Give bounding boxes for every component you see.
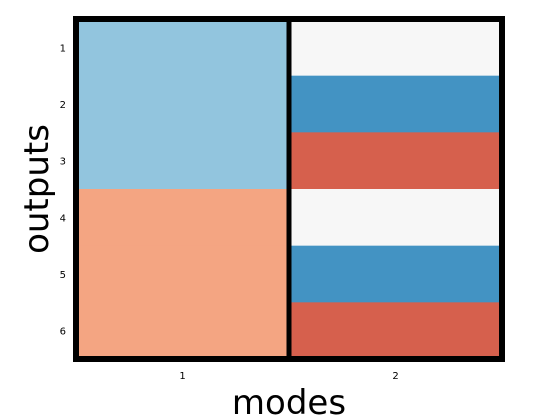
heatmap-cell-mode1-output1 xyxy=(76,19,290,77)
heatmap-cell-mode2-output2 xyxy=(289,75,503,133)
heatmap-cell-mode2-output5 xyxy=(289,245,503,303)
y-axis-label: outputs xyxy=(17,124,57,254)
heatmap-cell-mode2-output1 xyxy=(289,19,503,77)
y-tick-label: 1 xyxy=(60,43,66,54)
y-tick-label: 2 xyxy=(60,100,66,111)
y-tick-label: 4 xyxy=(60,213,66,224)
y-tick-label: 3 xyxy=(60,157,66,168)
heatmap-cell-mode1-output5 xyxy=(76,245,290,303)
heatmap-cells xyxy=(76,19,503,360)
x-tick-label: 1 xyxy=(179,371,185,382)
heatmap-cell-mode2-output3 xyxy=(289,132,503,190)
y-tick-labels: 1 2 3 4 5 6 xyxy=(60,43,66,337)
heatmap-cell-mode1-output2 xyxy=(76,75,290,133)
heatmap-cell-mode1-output6 xyxy=(76,302,290,360)
heatmap-cell-mode1-output4 xyxy=(76,189,290,247)
x-tick-label: 2 xyxy=(392,371,398,382)
plot-frame xyxy=(73,16,505,362)
heatmap-cell-mode1-output3 xyxy=(76,132,290,190)
heatmap-cell-mode2-output4 xyxy=(289,189,503,247)
x-axis-label: modes xyxy=(232,383,346,420)
heatmap-cell-mode2-output6 xyxy=(289,302,503,360)
y-tick-label: 6 xyxy=(60,327,66,338)
y-tick-label: 5 xyxy=(60,270,66,281)
